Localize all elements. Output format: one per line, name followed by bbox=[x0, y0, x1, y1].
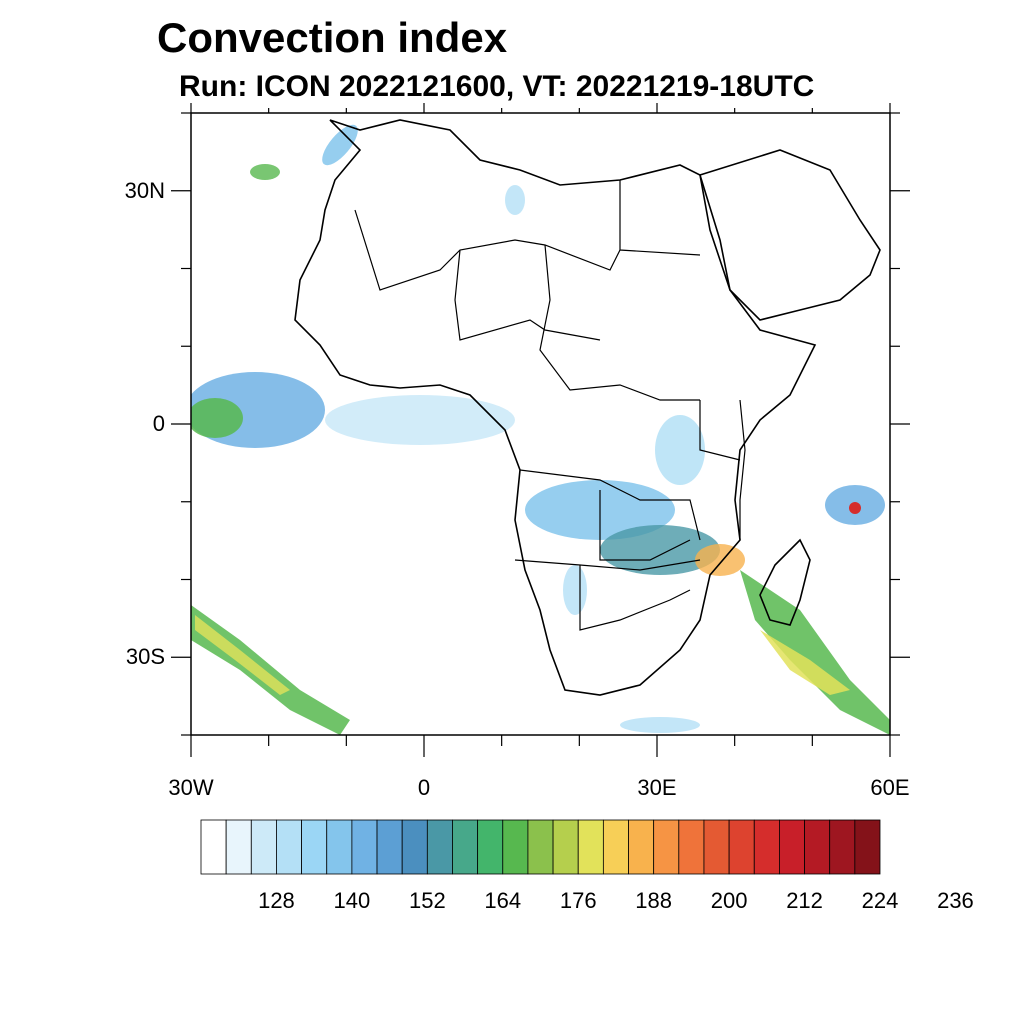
chart-subtitle: Run: ICON 2022121600, VT: 20221219-18UTC bbox=[179, 70, 815, 103]
field-blob-mozambique bbox=[695, 544, 745, 576]
coastlines bbox=[294, 119, 881, 696]
coastline-arabia bbox=[699, 149, 881, 321]
border-sahara bbox=[354, 209, 621, 291]
colorbar-tick-label: 224 bbox=[861, 888, 899, 913]
field-band-south-atlantic bbox=[191, 605, 350, 735]
field-blob-guinea bbox=[325, 395, 515, 445]
colorbar-tick-label: 128 bbox=[258, 888, 295, 913]
field-blob-indian-ocean-core bbox=[849, 502, 861, 514]
map-content bbox=[191, 119, 890, 735]
field-blob-angola-south bbox=[563, 565, 587, 615]
colorbar-tick-label: 140 bbox=[333, 888, 371, 913]
field-blob-north-atlantic bbox=[322, 124, 358, 166]
border-congo-south bbox=[519, 469, 701, 541]
field-band-madagascar bbox=[740, 570, 890, 735]
colorbar-tick-label: 236 bbox=[937, 888, 974, 913]
chart-title: Convection index bbox=[157, 14, 508, 61]
lon-label: 60E bbox=[870, 775, 910, 800]
colorbar-tick-label: 164 bbox=[484, 888, 522, 913]
border-namibia bbox=[579, 565, 691, 631]
colorbar-tick-label: 212 bbox=[786, 888, 823, 913]
colorbar-tick-label: 188 bbox=[635, 888, 673, 913]
field-blob-libya bbox=[505, 185, 525, 215]
colorbar-tick-label: 176 bbox=[559, 888, 597, 913]
coastline-madagascar bbox=[759, 538, 811, 626]
field-band-madagascar-core bbox=[760, 630, 850, 695]
lon-label: 0 bbox=[417, 775, 431, 800]
border-central bbox=[539, 244, 700, 401]
field-blob-east-africa bbox=[655, 415, 705, 485]
coastline-africa bbox=[294, 119, 817, 696]
field-blob-zambia bbox=[600, 525, 720, 575]
border-angola bbox=[514, 559, 701, 571]
colorbar-tick-label: 200 bbox=[710, 888, 748, 913]
field-blob-south-edge bbox=[620, 717, 700, 733]
field-blob-atlantic-equator-core bbox=[191, 398, 243, 438]
field-band-south-atlantic-core bbox=[195, 615, 290, 695]
lat-label: 0 bbox=[152, 411, 165, 436]
border-egypt bbox=[619, 180, 701, 256]
field-blob-canary bbox=[250, 164, 280, 180]
border-zambia bbox=[599, 490, 691, 561]
colorbar-tick-label: 152 bbox=[408, 888, 446, 913]
lon-label: 30W bbox=[168, 775, 214, 800]
border-sahel bbox=[454, 249, 601, 341]
country-borders bbox=[354, 180, 746, 631]
convection-field bbox=[191, 124, 890, 735]
lat-label: 30S bbox=[125, 644, 165, 670]
map-ticks bbox=[171, 103, 910, 757]
lon-label: 30E bbox=[637, 775, 677, 800]
border-tanzania bbox=[739, 399, 746, 540]
border-east bbox=[699, 400, 741, 461]
lat-label: 30N bbox=[124, 177, 165, 203]
